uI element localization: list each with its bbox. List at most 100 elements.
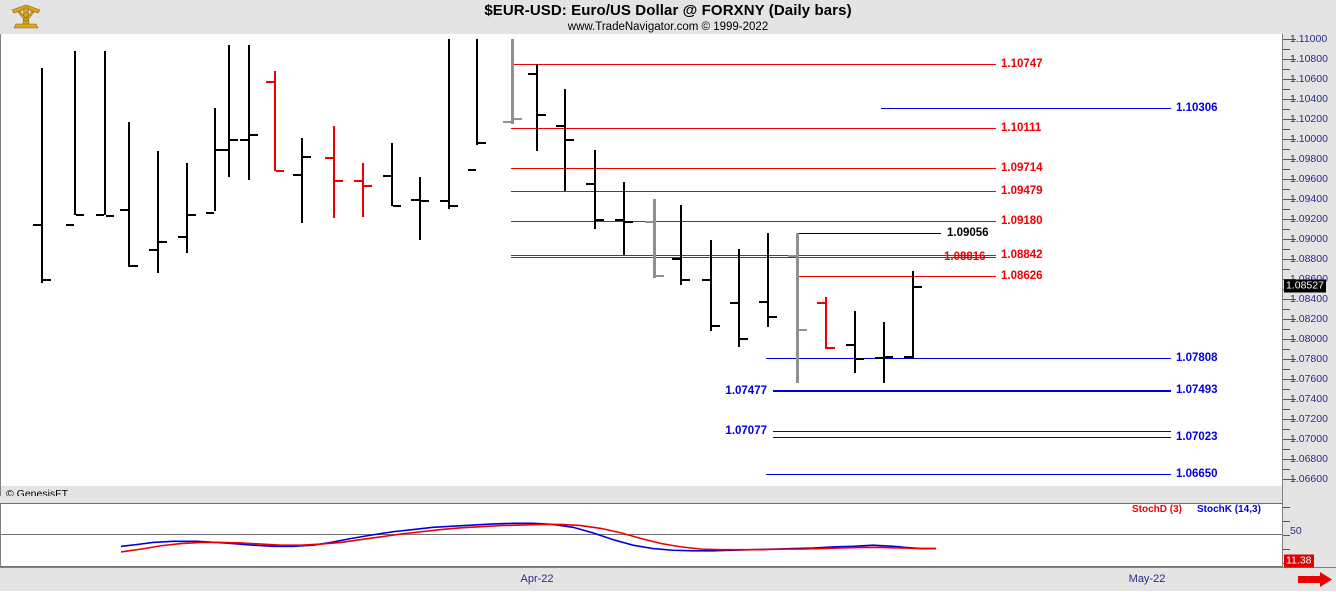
level-line-resistance[interactable]	[511, 127, 996, 129]
ohlc-bar[interactable]	[419, 177, 421, 240]
level-line-resistance[interactable]	[511, 167, 996, 169]
ohlc-bar[interactable]	[623, 182, 625, 255]
stochastic-curves	[120, 522, 936, 553]
indicator-legend-item[interactable]: StochD (3)	[1132, 504, 1182, 515]
level-line-support[interactable]	[773, 389, 1171, 391]
ohlc-close-tick	[856, 358, 864, 360]
ohlc-close-tick	[393, 205, 401, 207]
level-label: 1.08626	[1001, 270, 1043, 283]
ohlc-bar[interactable]	[738, 249, 740, 347]
ohlc-bar[interactable]	[104, 51, 106, 215]
ohlc-close-tick	[421, 200, 429, 202]
ohlc-bar[interactable]	[448, 39, 450, 209]
ohlc-bar[interactable]	[391, 143, 393, 206]
ohlc-bar[interactable]	[214, 108, 216, 211]
ohlc-bar[interactable]	[333, 126, 335, 218]
price-axis-minor-tickmark	[1283, 119, 1290, 120]
ohlc-bar[interactable]	[74, 51, 76, 215]
ohlc-close-tick	[712, 325, 720, 327]
ohlc-open-tick	[586, 183, 594, 185]
level-line-pivot[interactable]	[796, 233, 941, 235]
level-line-support[interactable]	[773, 431, 1171, 433]
level-line-support[interactable]	[766, 358, 1171, 360]
ohlc-bar[interactable]	[536, 64, 538, 151]
level-line-resistance[interactable]	[511, 257, 996, 259]
level-line-support[interactable]	[766, 474, 1171, 475]
price-axis-minor-tickmark	[1283, 299, 1290, 300]
ohlc-bar[interactable]	[128, 122, 130, 267]
price-axis-minor-tickmark	[1283, 129, 1290, 130]
price-axis-minor-tickmark	[1283, 39, 1290, 40]
price-axis-tick-label: 1.10400	[1290, 93, 1328, 105]
ohlc-bar[interactable]	[710, 240, 712, 331]
price-axis-minor-tickmark	[1283, 449, 1290, 450]
price-axis-tick-label: 1.09000	[1290, 233, 1328, 245]
ohlc-bar[interactable]	[854, 311, 856, 373]
price-axis-minor-tickmark	[1283, 419, 1290, 420]
level-line-resistance[interactable]	[511, 221, 996, 222]
ohlc-bar[interactable]	[157, 151, 159, 273]
right-arrow-icon	[1298, 572, 1332, 587]
price-axis[interactable]: 1.11000 1.10800 1.10600 1.10400 1.10200 1.100…	[1282, 33, 1336, 568]
ohlc-bar[interactable]	[228, 45, 230, 177]
ohlc-close-tick	[740, 338, 748, 340]
price-axis-tick-label: 1.11000	[1290, 33, 1328, 45]
ohlc-open-tick	[240, 139, 248, 141]
ohlc-bar[interactable]	[476, 39, 478, 145]
indicator-legend-item[interactable]: StochK (14,3)	[1197, 504, 1261, 515]
price-axis-minor-tickmark	[1283, 49, 1290, 50]
stochastic-indicator-pane[interactable]: StochD (3) StochK (14,3)	[0, 503, 1282, 567]
chart-subtitle: www.TradeNavigator.com © 1999-2022	[567, 21, 769, 33]
price-axis-tick-label: 1.10200	[1290, 113, 1328, 125]
ohlc-bar[interactable]	[564, 89, 566, 191]
price-chart-pane[interactable]: 1.10747 1.10306 1.10111 1.09714 1.09479 1.091…	[0, 34, 1282, 486]
ohlc-open-tick	[411, 199, 419, 201]
level-line-resistance[interactable]	[796, 276, 996, 278]
ohlc-bar[interactable]	[767, 233, 769, 327]
level-line-support[interactable]	[773, 436, 1171, 438]
price-axis-minor-tickmark	[1283, 469, 1290, 470]
ohlc-open-tick	[556, 125, 564, 127]
level-line-resistance[interactable]	[511, 254, 996, 256]
current-price-tag: 1.08527	[1284, 279, 1326, 293]
ohlc-bar[interactable]	[912, 271, 914, 359]
date-axis[interactable]: Apr-22 May-22	[0, 567, 1336, 591]
price-axis-minor-tickmark	[1283, 369, 1290, 370]
ohlc-close-tick	[450, 205, 458, 207]
ohlc-bar[interactable]	[594, 150, 596, 229]
ohlc-close-tick	[769, 316, 777, 318]
ohlc-bar[interactable]	[41, 68, 43, 283]
ohlc-close-tick	[76, 214, 84, 216]
ohlc-bar[interactable]	[653, 199, 656, 278]
price-axis-minor-tickmark	[1283, 59, 1290, 60]
ohlc-bar[interactable]	[186, 163, 188, 253]
price-axis-minor-tickmark	[1283, 389, 1290, 390]
level-line-resistance[interactable]	[511, 64, 996, 66]
ohlc-close-tick	[130, 265, 138, 267]
ohlc-open-tick	[645, 221, 653, 223]
ohlc-bar[interactable]	[362, 163, 364, 217]
indicator-axis-tickmark	[1283, 507, 1290, 508]
price-axis-tick-label: 1.08000	[1290, 333, 1328, 345]
ohlc-bar[interactable]	[301, 138, 303, 223]
price-axis-tick-label: 1.10600	[1290, 73, 1328, 85]
level-label: 1.08816	[944, 251, 986, 264]
ohlc-bar[interactable]	[825, 297, 827, 349]
stochastic-series-line	[120, 522, 936, 552]
ohlc-bar[interactable]	[796, 233, 799, 383]
sextant-logo-icon	[6, 2, 46, 32]
level-line-support[interactable]	[881, 108, 1171, 110]
price-axis-minor-tickmark	[1283, 79, 1290, 80]
level-line-resistance[interactable]	[511, 191, 996, 193]
ohlc-close-tick	[682, 279, 690, 281]
level-line-support[interactable]	[773, 391, 1171, 393]
ohlc-close-tick	[250, 134, 258, 136]
ohlc-bar[interactable]	[248, 45, 250, 180]
ohlc-bar[interactable]	[511, 39, 514, 124]
indicator-reference-line	[1, 534, 1282, 535]
ohlc-bar[interactable]	[274, 71, 276, 171]
ohlc-bar[interactable]	[680, 205, 682, 285]
price-axis-minor-tickmark	[1283, 339, 1290, 340]
price-axis-minor-tickmark	[1283, 109, 1290, 110]
ohlc-bar[interactable]	[883, 322, 885, 383]
